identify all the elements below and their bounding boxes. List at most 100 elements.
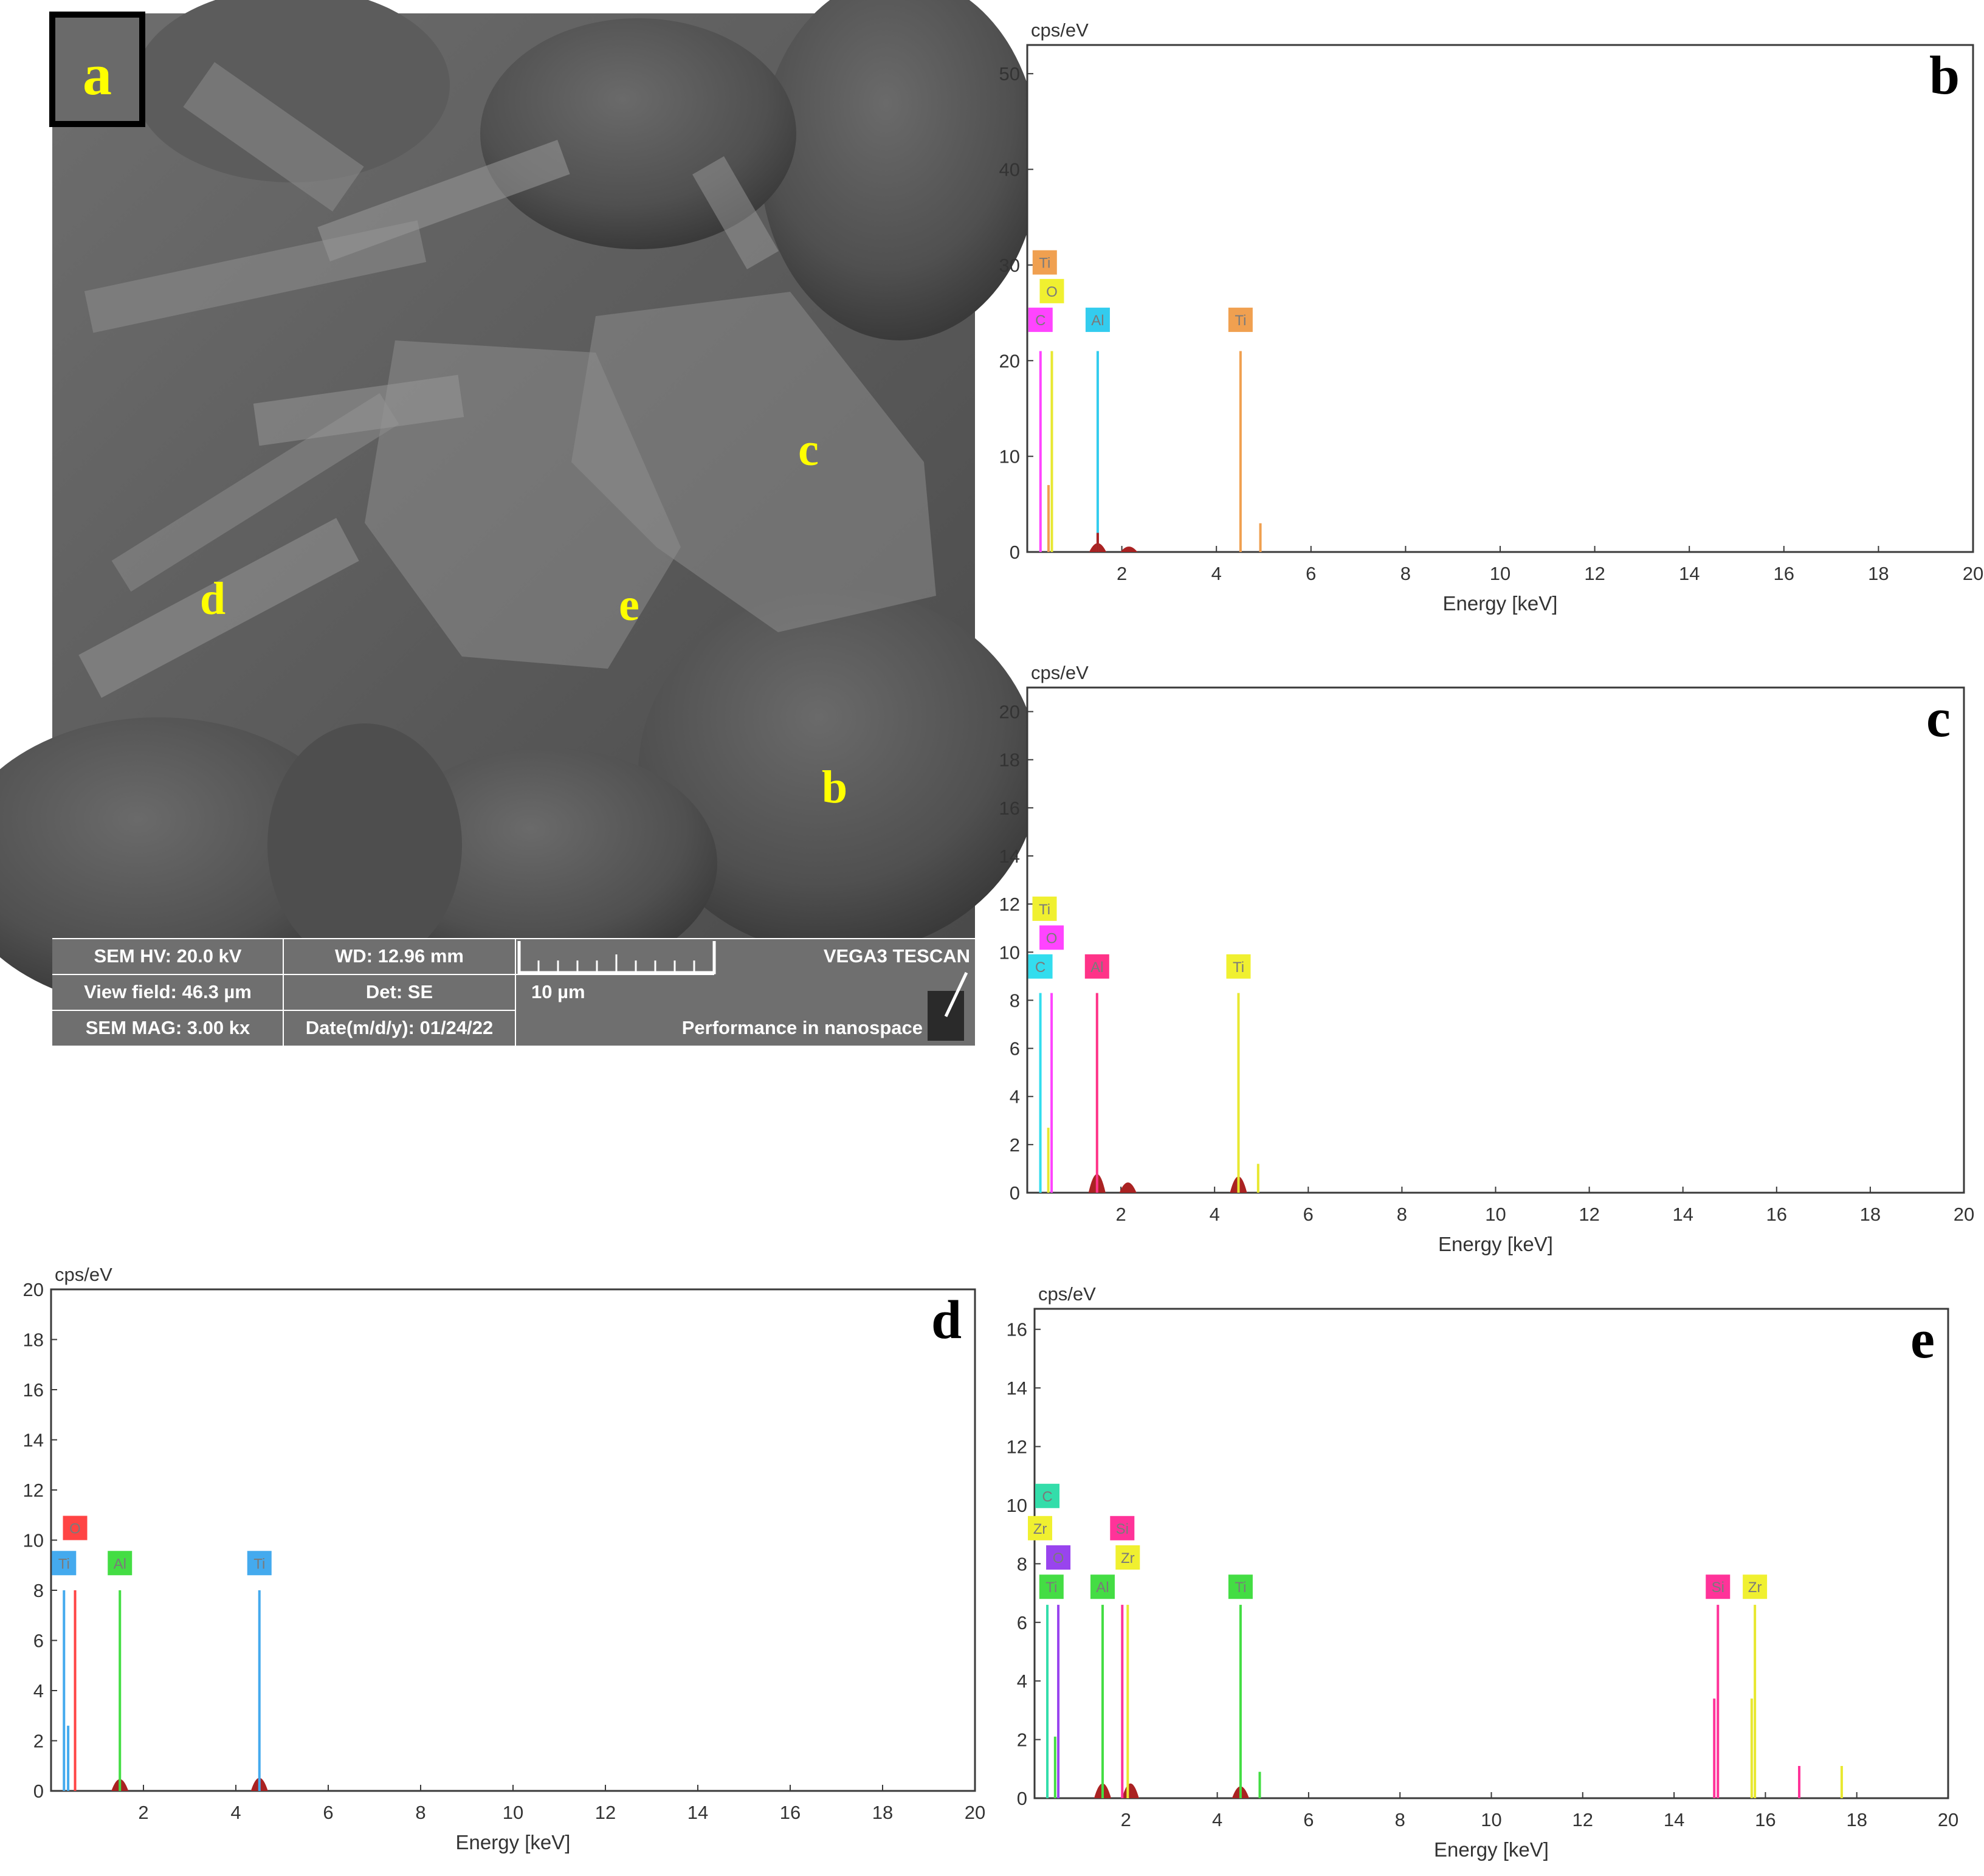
panel-letter: b [1929, 46, 1960, 106]
element-label: Ti [1039, 902, 1050, 918]
element-label: Al [1091, 312, 1104, 329]
y-tick-label: 4 [1017, 1671, 1027, 1692]
y-tick-label: 12 [1007, 1436, 1027, 1458]
y-tick-label: 6 [33, 1630, 44, 1652]
y-tick-label: 10 [999, 446, 1020, 467]
element-label: O [1053, 1550, 1064, 1567]
x-tick-label: 20 [1954, 1204, 1974, 1225]
x-tick-label: 18 [1860, 1204, 1881, 1225]
sem-date: Date(m/d/y): 01/24/22 [306, 1017, 493, 1038]
element-label: Ti [1235, 312, 1246, 329]
sem-magnification: SEM MAG: 3.00 kx [86, 1017, 250, 1038]
y-tick-label: 50 [999, 63, 1020, 84]
y-tick-label: 2 [1010, 1134, 1020, 1156]
x-tick-label: 8 [1395, 1809, 1405, 1830]
tescan-logo-icon [928, 971, 968, 1041]
region-marker-b: b [822, 762, 847, 813]
element-label: C [1042, 1489, 1052, 1505]
element-label-box [1085, 308, 1110, 333]
y-tick-label: 20 [999, 702, 1020, 723]
element-label-box [1039, 278, 1064, 303]
y-tick-label: 12 [999, 894, 1020, 915]
y-tick-label: 10 [23, 1530, 44, 1551]
y-tick-label: 14 [23, 1430, 44, 1451]
x-tick-label: 16 [1766, 1204, 1787, 1225]
element-label-box [1743, 1574, 1768, 1599]
x-tick-label: 4 [1210, 1204, 1220, 1225]
x-tick-label: 10 [503, 1802, 523, 1823]
sem-scale-label: 10 µm [531, 981, 585, 1002]
y-tick-label: 6 [1017, 1612, 1027, 1633]
panel-letter-a: a [83, 42, 112, 107]
y-tick-label: 16 [23, 1379, 44, 1401]
y-tick-label: 18 [23, 1329, 44, 1351]
sem-detector: Det: SE [366, 981, 433, 1002]
sem-wd: WD: 12.96 mm [335, 945, 464, 967]
sem-hv: SEM HV: 20.0 kV [94, 945, 242, 967]
element-label: Zr [1033, 1521, 1047, 1537]
element-label-box [1090, 1574, 1115, 1599]
element-label: O [1046, 930, 1058, 947]
y-tick-label: 0 [1010, 1182, 1020, 1204]
x-tick-label: 14 [1664, 1809, 1684, 1830]
y-tick-label: 4 [1010, 1086, 1020, 1108]
plot-area [1026, 44, 1974, 553]
y-tick-label: 20 [999, 350, 1020, 371]
panel-letter: e [1910, 1309, 1935, 1370]
x-tick-label: 6 [1303, 1809, 1314, 1830]
plot-area [50, 1288, 976, 1792]
x-tick-label: 12 [595, 1802, 616, 1823]
x-axis-label: Energy [keV] [1438, 1233, 1553, 1255]
y-tick-label: 6 [1010, 1038, 1020, 1060]
element-label: C [1035, 959, 1045, 976]
x-tick-label: 10 [1481, 1809, 1501, 1830]
x-tick-label: 2 [1115, 1204, 1126, 1225]
element-label-box [1039, 925, 1064, 950]
x-tick-label: 16 [1774, 563, 1794, 584]
element-label: Zr [1748, 1579, 1762, 1596]
frame-letter-a: a [49, 12, 145, 127]
element-label: O [1046, 284, 1058, 300]
y-axis-label: cps/eV [55, 1264, 112, 1285]
element-label-box [1226, 954, 1251, 979]
x-tick-label: 6 [1306, 563, 1316, 584]
sem-tagline: Performance in nanospace [682, 1017, 923, 1038]
y-tick-label: 8 [1010, 990, 1020, 1011]
spectrum-bump [1120, 547, 1138, 552]
element-label-box [1028, 1516, 1053, 1540]
y-tick-label: 16 [1007, 1319, 1027, 1340]
y-tick-label: 8 [1017, 1553, 1027, 1574]
element-label: Ti [58, 1556, 70, 1572]
y-tick-label: 30 [999, 255, 1020, 276]
x-tick-label: 2 [1117, 563, 1127, 584]
y-axis-label: cps/eV [1031, 19, 1089, 41]
x-tick-label: 4 [1212, 1809, 1222, 1830]
element-label: Si [1116, 1521, 1129, 1537]
element-label-box [1028, 308, 1053, 333]
panel-letter: d [931, 1290, 962, 1350]
region-marker-c: c [798, 424, 819, 475]
x-tick-label: 10 [1485, 1204, 1506, 1225]
sem-image [0, 0, 1039, 1009]
x-tick-label: 14 [1672, 1204, 1693, 1225]
y-tick-label: 14 [1007, 1378, 1027, 1399]
plot-area [1026, 686, 1965, 1194]
x-tick-label: 8 [415, 1802, 425, 1823]
y-tick-label: 8 [33, 1580, 44, 1601]
x-tick-label: 12 [1579, 1204, 1599, 1225]
y-axis-label: cps/eV [1038, 1283, 1096, 1305]
element-label: Al [1096, 1579, 1109, 1596]
spectrum-bump [1121, 1783, 1139, 1798]
element-label-box [1706, 1574, 1731, 1599]
region-marker-d: d [200, 573, 226, 624]
y-axis-label: cps/eV [1031, 662, 1089, 683]
element-label-box [247, 1551, 272, 1576]
y-tick-label: 2 [1017, 1729, 1027, 1751]
element-label-box [1110, 1516, 1135, 1540]
y-tick-label: 0 [33, 1781, 44, 1802]
element-label: Al [114, 1556, 126, 1572]
y-tick-label: 16 [999, 798, 1020, 819]
